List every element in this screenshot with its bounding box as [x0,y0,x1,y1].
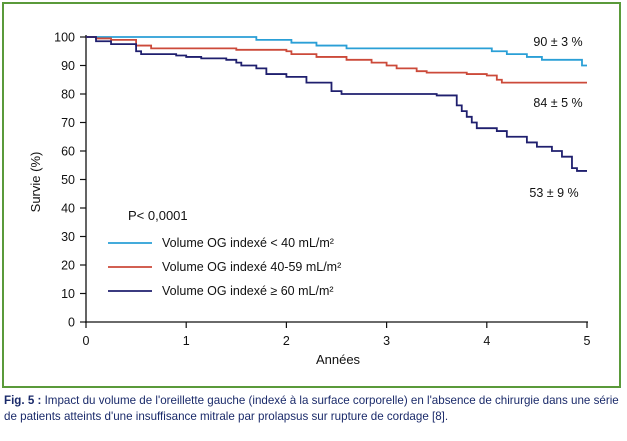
y-tick-label-100: 100 [54,31,75,45]
caption-fig-label: Fig. 5 : [4,394,42,407]
legend-label-1: Volume OG indexé < 40 mL/m² [162,236,334,250]
y-tick-label-50: 50 [61,173,75,187]
y-tick-label-20: 20 [61,259,75,273]
x-tick-label-4: 4 [483,334,490,348]
y-tick-label-90: 90 [61,59,75,73]
series-layer: 90 ± 3 % 84 ± 5 % 53 ± 9 % [86,35,587,200]
y-axis-label: Survie (%) [28,152,43,213]
p-value-label: P< 0,0001 [128,208,188,223]
y-tick-label-40: 40 [61,202,75,216]
series-line-2 [86,36,587,84]
chart-axes: 0 10 20 30 40 50 60 70 80 90 100 0 1 2 3 4 5 [54,31,590,349]
x-tick-label-5: 5 [584,334,591,348]
series-end-label-2: 84 ± 5 % [533,96,582,110]
series-end-label-3: 53 ± 9 % [529,186,578,200]
series-line-1 [86,36,587,67]
y-tick-label-70: 70 [61,116,75,130]
y-tick-label-10: 10 [61,287,75,301]
x-tick-label-1: 1 [183,334,190,348]
survival-chart: 0 10 20 30 40 50 60 70 80 90 100 0 1 2 3 4 5 90 ± 3 % 84 … [28,31,591,368]
y-tick-label-80: 80 [61,88,75,102]
x-tick-label-0: 0 [83,334,90,348]
legend-label-2: Volume OG indexé 40-59 mL/m² [162,260,341,274]
figure-frame: 0 10 20 30 40 50 60 70 80 90 100 0 1 2 3 4 5 90 ± 3 % 84 … [2,2,621,388]
legend-label-3: Volume OG indexé ≥ 60 mL/m² [162,284,334,298]
figure-caption: Fig. 5 : Impact du volume de l'oreillett… [4,393,624,425]
series-line-3 [86,36,587,172]
x-axis-label: Années [316,352,361,367]
y-tick-label-60: 60 [61,145,75,159]
caption-text: Impact du volume de l'oreillette gauche … [4,394,619,423]
chart-legend: Volume OG indexé < 40 mL/m² Volume OG ind… [108,236,341,298]
x-tick-label-3: 3 [383,334,390,348]
y-tick-label-30: 30 [61,230,75,244]
series-end-label-1: 90 ± 3 % [533,35,582,49]
y-tick-label-0: 0 [68,316,75,330]
x-tick-label-2: 2 [283,334,290,348]
